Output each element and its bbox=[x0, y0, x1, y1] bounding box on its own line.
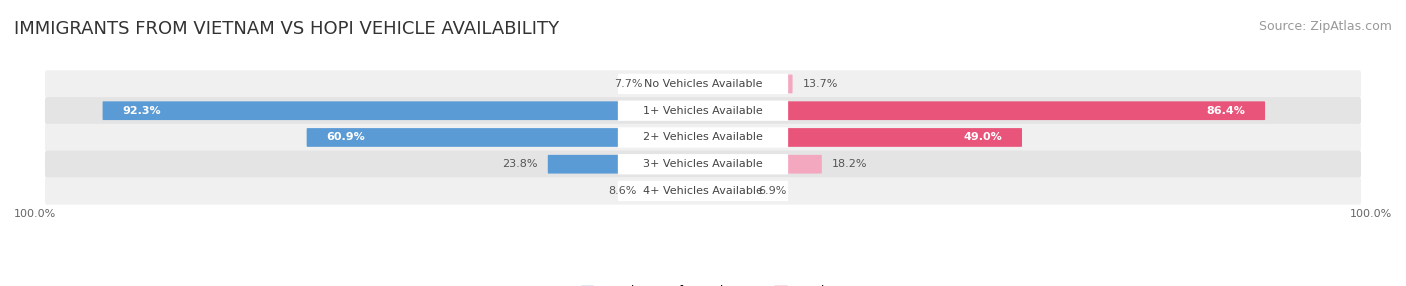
Text: 86.4%: 86.4% bbox=[1206, 106, 1246, 116]
FancyBboxPatch shape bbox=[45, 150, 1361, 178]
FancyBboxPatch shape bbox=[45, 124, 1361, 151]
FancyBboxPatch shape bbox=[703, 128, 1022, 147]
Text: IMMIGRANTS FROM VIETNAM VS HOPI VEHICLE AVAILABILITY: IMMIGRANTS FROM VIETNAM VS HOPI VEHICLE … bbox=[14, 20, 560, 38]
Text: 49.0%: 49.0% bbox=[963, 132, 1002, 142]
Text: 3+ Vehicles Available: 3+ Vehicles Available bbox=[643, 159, 763, 169]
FancyBboxPatch shape bbox=[617, 127, 789, 148]
Text: 7.7%: 7.7% bbox=[614, 79, 643, 89]
Text: 2+ Vehicles Available: 2+ Vehicles Available bbox=[643, 132, 763, 142]
Text: 100.0%: 100.0% bbox=[1350, 209, 1392, 219]
Text: No Vehicles Available: No Vehicles Available bbox=[644, 79, 762, 89]
Text: 13.7%: 13.7% bbox=[803, 79, 838, 89]
Text: 6.9%: 6.9% bbox=[758, 186, 786, 196]
Text: 18.2%: 18.2% bbox=[832, 159, 868, 169]
Text: 1+ Vehicles Available: 1+ Vehicles Available bbox=[643, 106, 763, 116]
FancyBboxPatch shape bbox=[703, 101, 1265, 120]
FancyBboxPatch shape bbox=[703, 75, 793, 93]
FancyBboxPatch shape bbox=[617, 154, 789, 174]
Text: 23.8%: 23.8% bbox=[502, 159, 538, 169]
FancyBboxPatch shape bbox=[617, 181, 789, 201]
FancyBboxPatch shape bbox=[307, 128, 703, 147]
Text: 8.6%: 8.6% bbox=[609, 186, 637, 196]
FancyBboxPatch shape bbox=[652, 75, 703, 93]
FancyBboxPatch shape bbox=[45, 70, 1361, 98]
FancyBboxPatch shape bbox=[617, 74, 789, 94]
FancyBboxPatch shape bbox=[647, 182, 703, 200]
Text: Source: ZipAtlas.com: Source: ZipAtlas.com bbox=[1258, 20, 1392, 33]
FancyBboxPatch shape bbox=[548, 155, 703, 174]
Text: 4+ Vehicles Available: 4+ Vehicles Available bbox=[643, 186, 763, 196]
FancyBboxPatch shape bbox=[45, 177, 1361, 204]
FancyBboxPatch shape bbox=[103, 101, 703, 120]
FancyBboxPatch shape bbox=[703, 182, 748, 200]
FancyBboxPatch shape bbox=[45, 97, 1361, 124]
FancyBboxPatch shape bbox=[703, 155, 823, 174]
Legend: Immigrants from Vietnam, Hopi: Immigrants from Vietnam, Hopi bbox=[576, 280, 830, 286]
Text: 100.0%: 100.0% bbox=[14, 209, 56, 219]
FancyBboxPatch shape bbox=[617, 101, 789, 121]
Text: 60.9%: 60.9% bbox=[326, 132, 366, 142]
Text: 92.3%: 92.3% bbox=[122, 106, 162, 116]
